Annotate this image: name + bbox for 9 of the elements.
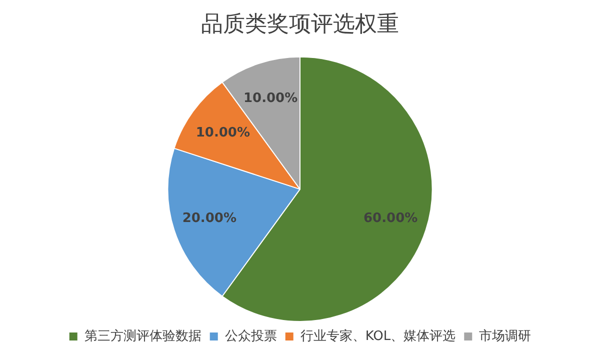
- legend-label: 公众投票: [224, 328, 277, 344]
- chart-title: 品质类奖项评选权重: [201, 12, 399, 37]
- legend-label: 市场调研: [479, 328, 532, 344]
- data-label: 60.00%: [364, 211, 418, 226]
- data-label: 10.00%: [196, 126, 250, 141]
- data-label: 10.00%: [243, 90, 298, 106]
- legend-label: 第三方测评体验数据: [84, 328, 202, 344]
- legend-label: 行业专家、KOL、媒体评选: [300, 328, 456, 344]
- data-label: 20.00%: [182, 211, 236, 226]
